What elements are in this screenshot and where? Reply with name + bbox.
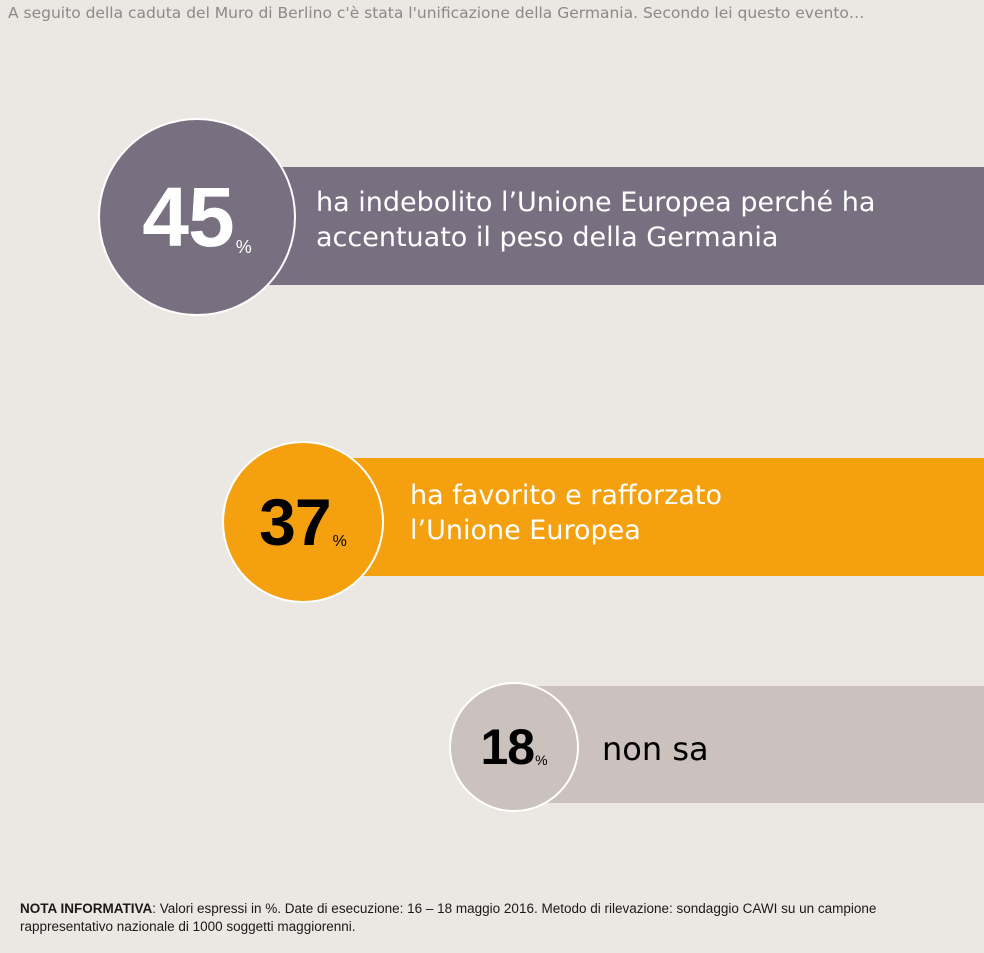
value-unit-3: % [535, 752, 548, 768]
info-note-heading: NOTA INFORMATIVA [20, 901, 153, 916]
bar-label-2-line2: l’Unione Europea [410, 515, 641, 546]
info-note: NOTA INFORMATIVA: Valori espressi in %. … [20, 900, 960, 936]
bar-label-3: non sa [602, 730, 709, 768]
value-circle-2: 37 % [222, 441, 384, 603]
bar-label-2-line1: ha favorito e rafforzato [410, 480, 722, 511]
bar-label-2: ha favorito e rafforzato l’Unione Europe… [410, 478, 722, 548]
bar-item-2: ha favorito e rafforzato l’Unione Europe… [340, 458, 984, 576]
bar-label-1: ha indebolito l’Unione Europea perché ha… [316, 185, 875, 255]
value-circle-1: 45 % [98, 118, 296, 316]
question-text: A seguito della caduta del Muro di Berli… [8, 4, 865, 22]
bar-label-1-line1: ha indebolito l’Unione Europea perché ha [316, 187, 876, 218]
value-number-1: 45 [142, 170, 234, 264]
value-unit-1: % [235, 237, 252, 257]
bar-label-3-line1: non sa [602, 729, 709, 768]
info-note-text: : Valori espressi in %. Date di esecuzio… [20, 901, 877, 934]
value-circle-3: 18 % [449, 682, 579, 812]
value-number-3: 18 [480, 719, 535, 775]
bar-item-3: non sa [520, 686, 984, 803]
value-unit-2: % [332, 533, 347, 550]
bar-item-1: ha indebolito l’Unione Europea perché ha… [250, 167, 984, 285]
bar-label-1-line2: accentuato il peso della Germania [316, 222, 779, 253]
value-number-2: 37 [259, 485, 331, 559]
